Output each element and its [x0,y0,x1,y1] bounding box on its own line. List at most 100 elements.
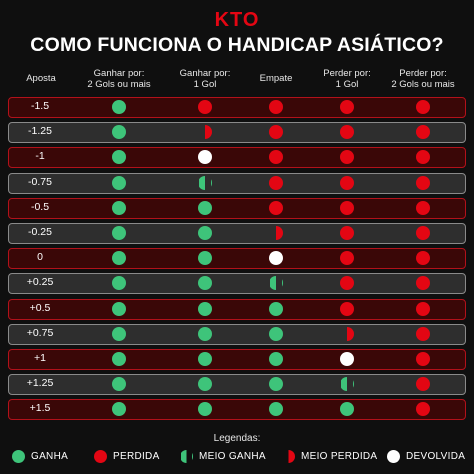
kto-logo: KTO [214,9,260,31]
table-row: +1.25 [8,374,466,396]
ganha-icon [111,150,126,165]
column-header-line: Aposta [26,73,56,84]
ganha-icon [197,276,212,291]
perdida-icon [415,301,430,316]
column-header-line: 1 Gol [193,79,217,90]
meio-perdida-icon [197,125,212,140]
perdida-icon [415,352,430,366]
ganha-icon [111,352,126,366]
ganha-icon [111,301,126,316]
ganha-icon [111,276,126,291]
column-header: Perder por: 1 Gol [323,68,371,90]
meio-perdida-icon [282,450,295,463]
aposta-value: 0 [37,251,43,264]
perdida-icon [268,125,283,140]
ganha-icon [111,125,126,140]
column-header-line: Empate [259,73,293,84]
ganha-icon [268,326,283,341]
column-header-line: Ganhar por: [179,68,231,79]
ganha-icon [111,251,126,266]
table-row: 0 [8,248,466,270]
table-row: +0.5 [8,298,466,320]
perdida-icon [415,200,430,215]
perdida-icon [339,301,354,316]
table-row: +0.75 [8,323,466,345]
column-header-line: Perder por: [323,68,371,79]
devolvida-icon [339,352,354,366]
perdida-icon [268,100,283,114]
aposta-value: +1.25 [26,377,54,390]
perdida-icon [197,100,212,114]
perdida-icon [94,450,107,463]
perdida-icon [415,125,430,140]
ganha-icon [197,251,212,266]
aposta-value: -1 [35,150,45,163]
table-header: Aposta Ganhar por: 2 Gols ou mais Ganhar po… [8,68,466,94]
perdida-icon [339,100,354,114]
aposta-value: -1.25 [28,125,52,138]
column-header: Ganhar por: 1 Gol [180,68,231,90]
meio-ganha-icon [268,276,283,291]
devolvida-icon [387,450,400,463]
devolvida-icon [197,150,212,165]
legend: GANHA PERDIDA MEIO GANHA MEIO PERDIDA DEVOLV… [0,449,474,465]
meio-ganha-icon [180,450,193,463]
column-header-line: Perder por: [399,68,447,79]
perdida-icon [339,175,354,190]
perdida-icon [415,377,430,392]
ganha-icon [111,175,126,190]
perdida-icon [268,150,283,165]
meio-ganha-icon [339,377,354,392]
devolvida-icon [268,251,283,266]
perdida-icon [339,251,354,266]
ganha-icon [268,301,283,316]
ganha-icon [197,200,212,215]
ganha-icon [197,352,212,366]
aposta-value: -0.5 [30,200,50,213]
ganha-icon [111,326,126,341]
table-row: -0.75 [8,172,466,194]
ganha-icon [268,402,283,417]
perdida-icon [339,200,354,215]
perdida-icon [268,200,283,215]
column-header: Aposta [26,73,56,84]
column-header: Empate [260,73,293,84]
column-header-line: Ganhar por: [93,68,145,79]
ganha-icon [197,226,212,240]
column-header-line: 2 Gols ou mais [87,79,151,90]
ganha-icon [339,402,354,417]
aposta-value: +0.25 [26,276,54,289]
perdida-icon [415,175,430,190]
perdida-icon [415,251,430,266]
perdida-icon [339,276,354,291]
column-header-line: 2 Gols ou mais [391,79,455,90]
ganha-icon [111,226,126,240]
perdida-icon [415,150,430,165]
aposta-value: +1.5 [29,402,51,415]
perdida-icon [268,175,283,190]
ganha-icon [111,377,126,392]
page-title: COMO FUNCIONA O HANDICAP ASIÁTICO? [30,34,444,56]
meio-perdida-icon [268,226,283,240]
table-row: -1.25 [8,122,466,144]
perdida-icon [415,226,430,240]
aposta-value: +0.5 [29,301,51,314]
legend-label: PERDIDA [113,451,160,462]
ganha-icon [111,200,126,215]
perdida-icon [415,326,430,341]
ganha-icon [268,377,283,392]
table-row: -1.5 [8,97,466,118]
meio-ganha-icon [197,175,212,190]
column-header: Perder por: 2 Gols ou mais [391,68,454,90]
ganha-icon [197,377,212,392]
legend-title: Legendas: [213,433,261,444]
perdida-icon [415,276,430,291]
ganha-icon [268,352,283,366]
aposta-value: -0.25 [28,226,52,238]
ganha-icon [197,402,212,417]
legend-label: MEIO PERDIDA [301,451,378,462]
perdida-icon [339,226,354,240]
meio-perdida-icon [339,326,354,341]
table-row: +0.25 [8,273,466,295]
column-header-line: 1 Gol [335,79,359,90]
